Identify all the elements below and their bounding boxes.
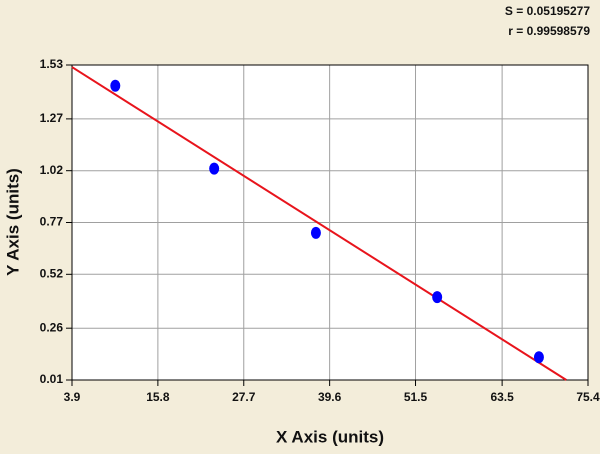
- x-axis-title: X Axis (units): [276, 427, 384, 446]
- y-tick-label: 0.26: [40, 320, 64, 334]
- y-tick-label: 0.77: [40, 215, 64, 229]
- data-point: [533, 351, 544, 364]
- y-tick-label: 1.53: [40, 57, 64, 71]
- y-tick-label: 0.01: [40, 372, 64, 386]
- x-tick-label: 27.7: [232, 390, 256, 404]
- x-tick-label: 3.9: [64, 390, 81, 404]
- annotation: S = 0.05195277: [505, 4, 590, 18]
- fit-line: [71, 66, 567, 381]
- y-tick-label: 1.27: [40, 111, 64, 125]
- x-tick-label: 51.5: [404, 390, 428, 404]
- y-tick-label: 0.52: [40, 266, 64, 280]
- data-point: [110, 79, 121, 92]
- x-tick-label: 75.4: [576, 390, 600, 404]
- y-axis-title: Y Axis (units): [3, 168, 22, 276]
- x-tick-label: 15.8: [146, 390, 170, 404]
- data-point: [432, 291, 443, 304]
- y-tick-label: 1.02: [40, 163, 64, 177]
- x-tick-label: 39.6: [318, 390, 342, 404]
- data-point: [209, 162, 220, 175]
- data-point: [310, 226, 321, 239]
- annotation: r = 0.99598579: [508, 24, 590, 38]
- x-tick-label: 63.5: [490, 390, 514, 404]
- plot-border: [71, 64, 589, 381]
